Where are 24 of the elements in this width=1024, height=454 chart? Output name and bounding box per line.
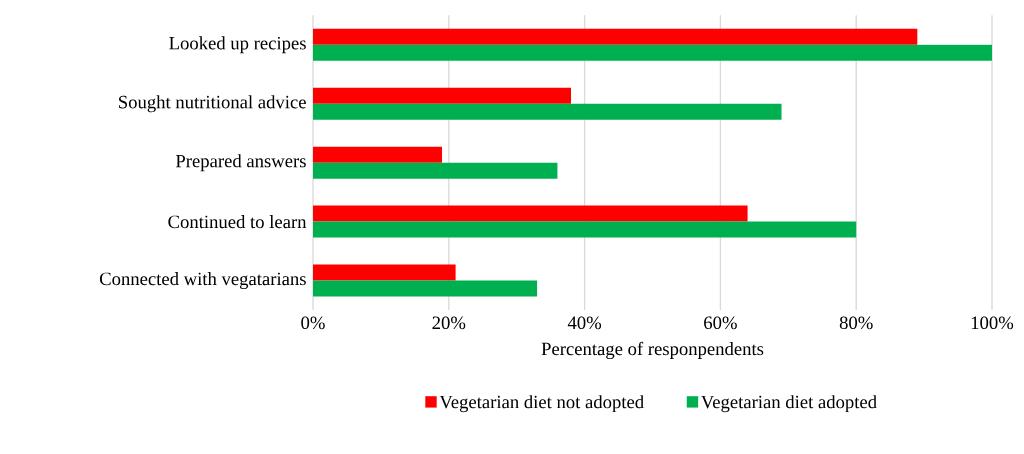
legend-label: Vegetarian diet not adopted bbox=[439, 395, 644, 413]
x-tick-label: 60% bbox=[704, 316, 737, 330]
x-tick-label: 80% bbox=[839, 316, 873, 330]
bar bbox=[313, 28, 918, 45]
bar bbox=[313, 146, 443, 163]
bar bbox=[313, 103, 782, 120]
bar bbox=[313, 87, 572, 104]
x-tick-label: 0% bbox=[301, 316, 325, 330]
bar bbox=[313, 205, 748, 222]
x-tick-label: 20% bbox=[432, 316, 466, 330]
x-axis-title: Percentage of responpendents bbox=[541, 341, 764, 360]
bar bbox=[313, 264, 456, 281]
bar bbox=[313, 44, 993, 61]
y-tick-label: Connected with vegatarians bbox=[99, 272, 306, 290]
y-tick-label: Looked up recipes bbox=[169, 36, 306, 54]
bar bbox=[313, 221, 857, 238]
bar bbox=[313, 280, 538, 297]
bar bbox=[313, 162, 558, 179]
x-tick-label: 100% bbox=[971, 316, 1014, 330]
y-tick-label: Continued to learn bbox=[168, 215, 307, 229]
legend-label: Vegetarian diet adopted bbox=[701, 395, 877, 413]
y-tick-label: Prepared answers bbox=[175, 154, 306, 172]
x-tick-label: 40% bbox=[567, 316, 602, 330]
y-tick-label: Sought nutritional advice bbox=[119, 95, 306, 113]
